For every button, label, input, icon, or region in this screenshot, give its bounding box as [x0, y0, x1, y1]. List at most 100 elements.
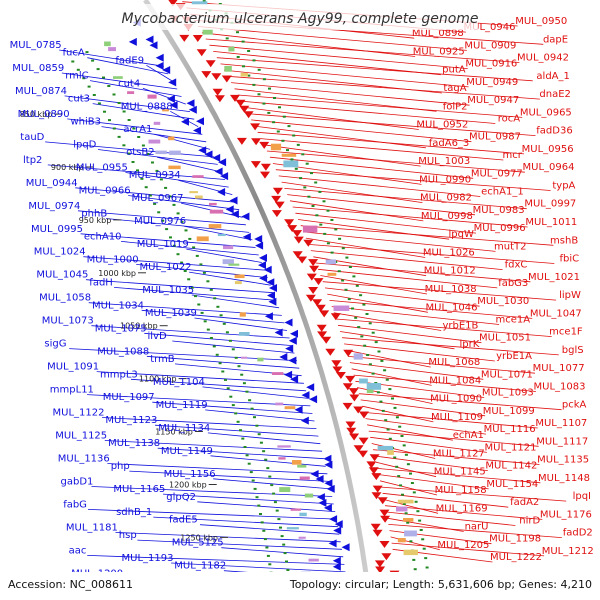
leader-line	[201, 32, 416, 57]
leader-line	[59, 49, 164, 67]
reverse-gene-label: MUL_1125	[55, 431, 107, 442]
tick-dot	[422, 547, 426, 550]
leader-line	[324, 287, 480, 307]
forward-gene-arrow	[353, 445, 364, 453]
forward-gene-arrow	[366, 461, 377, 469]
tick-dot	[315, 214, 319, 217]
forward-gene-label: MUL_0998	[421, 211, 473, 222]
leader-line	[87, 555, 345, 565]
leader-line	[275, 169, 551, 191]
forward-gene-arrow	[221, 75, 232, 83]
feature-block	[240, 72, 248, 77]
reverse-gene-arrow	[285, 344, 294, 353]
reverse-gene-label: MUL_1165	[113, 484, 165, 495]
leader-line	[384, 505, 543, 520]
reverse-gene-label: MUL_1149	[161, 446, 213, 457]
forward-gene-arrow	[243, 111, 254, 119]
forward-gene-label: MUL_1003	[418, 156, 470, 167]
leader-line	[269, 156, 474, 179]
tick-dot	[169, 236, 172, 239]
tick-dot	[419, 529, 423, 531]
tick-dot	[216, 305, 220, 308]
leader-line	[85, 279, 274, 294]
reverse-gene-arrow	[306, 383, 315, 392]
leader-line	[97, 149, 218, 165]
reverse-gene-label: hsp	[119, 530, 137, 541]
feature-block	[108, 47, 116, 52]
feature-block	[403, 549, 418, 556]
leader-line	[144, 332, 293, 346]
feature-block	[234, 281, 242, 285]
reverse-gene-label: cut3	[68, 94, 90, 105]
reverse-gene-label: MUL_1134	[158, 423, 210, 434]
forward-gene-arrow	[312, 299, 323, 307]
forward-gene-arrow	[358, 437, 369, 445]
reverse-gene-arrow	[214, 167, 223, 176]
forward-gene-arrow	[250, 123, 261, 131]
tick-dot	[400, 435, 404, 437]
leader-line	[383, 499, 439, 514]
leader-line	[205, 409, 315, 422]
tick-dot	[243, 446, 247, 448]
forward-gene-arrow	[259, 141, 270, 149]
tick-dot	[241, 437, 245, 440]
tick-dot	[276, 130, 280, 133]
tick-dot	[341, 247, 345, 250]
forward-gene-label: echA1_1	[481, 187, 524, 198]
feature-block	[396, 506, 408, 512]
feature-block	[297, 464, 307, 468]
forward-gene-arrow	[271, 195, 282, 203]
tick-dot	[273, 97, 276, 99]
forward-gene-arrow	[212, 88, 223, 96]
tick-dot	[290, 158, 294, 161]
feature-block	[387, 450, 394, 455]
tick-dot	[330, 251, 334, 254]
tick-dot	[409, 472, 412, 475]
tick-dot	[266, 554, 270, 557]
reverse-gene-arrow	[242, 232, 251, 241]
tick-dot	[277, 518, 281, 521]
tick-dot	[397, 475, 401, 478]
forward-gene-label: MUL_1145	[434, 467, 486, 478]
leader-line	[121, 241, 259, 256]
tick-dot	[240, 373, 244, 376]
forward-gene-arrow	[292, 230, 303, 238]
tick-dot	[322, 200, 326, 203]
feature-block	[162, 109, 169, 112]
reverse-gene-label: fadE5	[169, 515, 198, 526]
forward-gene-label: MUL_0947	[467, 95, 519, 106]
reverse-gene-arrow	[274, 328, 283, 337]
leader-line	[194, 317, 288, 331]
leader-line	[375, 461, 437, 478]
reverse-gene-arrow	[181, 117, 189, 126]
leader-line	[220, 63, 469, 88]
forward-gene-arrow	[381, 553, 392, 561]
forward-gene-label: MUL_0909	[464, 40, 516, 51]
tick-dot	[199, 263, 203, 266]
reverse-gene-label: fadE9	[115, 55, 144, 66]
forward-gene-label: mce1F	[549, 327, 583, 338]
forward-gene-arrow	[380, 515, 391, 523]
tick-dot	[326, 209, 330, 212]
tick-dot	[273, 501, 277, 504]
reverse-gene-label: MUL_0974	[28, 201, 80, 212]
forward-gene-arrow	[201, 71, 212, 79]
forward-gene-label: MUL_1158	[435, 485, 487, 496]
reverse-gene-label: fabG	[63, 499, 87, 510]
feature-block	[397, 499, 414, 504]
reverse-gene-arrow	[145, 35, 154, 44]
reverse-gene-label: sdhB_1	[116, 507, 152, 518]
tick-dot	[91, 59, 95, 62]
tick-dot	[264, 458, 268, 461]
tick-dot	[245, 390, 249, 393]
tick-dot	[323, 232, 327, 235]
tick-dot	[231, 404, 235, 407]
forward-gene-arrow	[250, 161, 261, 169]
reverse-gene-label: MUL_1123	[105, 415, 157, 426]
leader-line	[345, 349, 431, 368]
forward-gene-label: putA	[442, 65, 466, 76]
tick-dot	[272, 492, 276, 495]
tick-dot	[252, 59, 256, 62]
forward-gene-arrow	[305, 294, 316, 302]
